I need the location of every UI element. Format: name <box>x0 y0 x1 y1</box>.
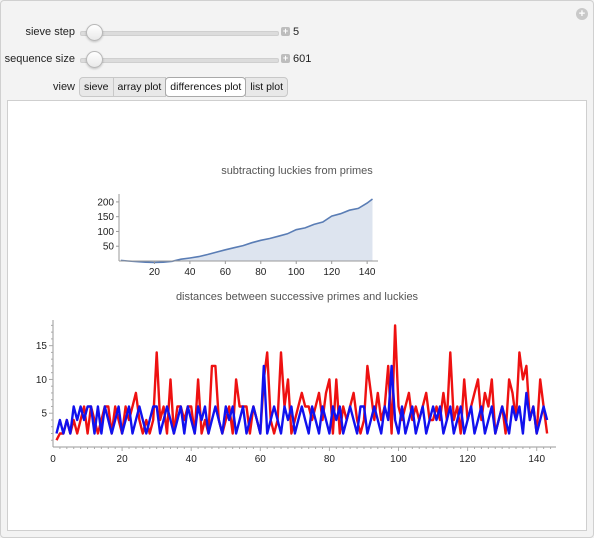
lines-x-tick-label: 80 <box>324 454 336 465</box>
area-x-tick-label: 20 <box>149 267 161 278</box>
lines-x-tick-label: 120 <box>459 454 476 465</box>
sieve-step-value: 5 <box>293 26 300 38</box>
area-fill <box>120 199 373 263</box>
sieve-step-control: sieve step + 5 <box>0 22 594 42</box>
sieve-step-slider-thumb[interactable] <box>86 24 103 41</box>
area-x-tick-label: 120 <box>323 267 340 278</box>
lines-y-tick-label: 10 <box>36 375 48 386</box>
area-x-tick-label: 140 <box>359 267 376 278</box>
lines-y-tick-label: 15 <box>36 341 48 352</box>
view-tabs: sieve array plot differences plot list p… <box>79 77 289 97</box>
bottom-plot-title: distances between successive primes and … <box>175 291 419 303</box>
area-y-tick-label: 100 <box>97 227 114 238</box>
lines-x-tick-label: 140 <box>528 454 545 465</box>
sequence-size-slider[interactable] <box>80 58 279 63</box>
top-plot-title: subtracting luckies from primes <box>221 165 373 177</box>
sequence-size-slider-thumb[interactable] <box>86 51 103 68</box>
view-label: view <box>53 81 76 93</box>
lucky-gaps-series-line <box>55 364 549 435</box>
sequence-size-plus-icon[interactable]: + <box>281 53 290 63</box>
sieve-step-label: sieve step <box>25 26 75 38</box>
tab-differences-plot[interactable]: differences plot <box>165 77 247 97</box>
area-y-tick-label: 150 <box>97 212 114 223</box>
output-panel: subtracting luckies from primes 20 40 60 80… <box>7 100 587 531</box>
lines-x-tick-label: 60 <box>255 454 267 465</box>
lines-x-tick-label: 100 <box>390 454 407 465</box>
area-y-tick-label: 200 <box>97 197 114 208</box>
sieve-step-plus-icon[interactable]: + <box>281 26 290 36</box>
area-x-tick-label: 60 <box>220 267 232 278</box>
lines-x-tick-label: 20 <box>117 454 129 465</box>
plus-icon[interactable]: + <box>576 8 588 20</box>
lines-y-tick-label: 5 <box>41 409 47 420</box>
area-x-tick-label: 100 <box>288 267 305 278</box>
area-x-tick-label: 40 <box>184 267 196 278</box>
area-y-tick-label: 50 <box>103 242 115 253</box>
area-series-line <box>120 198 373 264</box>
lines-x-tick-label: 40 <box>186 454 198 465</box>
area-x-tick-label: 80 <box>255 267 267 278</box>
tab-array-plot[interactable]: array plot <box>112 77 167 97</box>
sequence-size-control: sequence size + 601 <box>0 49 594 69</box>
sieve-step-slider[interactable] <box>80 31 279 36</box>
sequence-size-label: sequence size <box>4 53 75 65</box>
tab-sieve[interactable]: sieve <box>79 77 114 97</box>
lucky-difference-area-chart: 20 40 60 80 100 120 140 50 100 150 200 0 20 40 60 80 100… <box>36 194 556 465</box>
tab-list-plot[interactable]: list plot <box>245 77 289 97</box>
sequence-size-value: 601 <box>293 53 312 65</box>
lines-x-tick-label: 0 <box>50 454 56 465</box>
